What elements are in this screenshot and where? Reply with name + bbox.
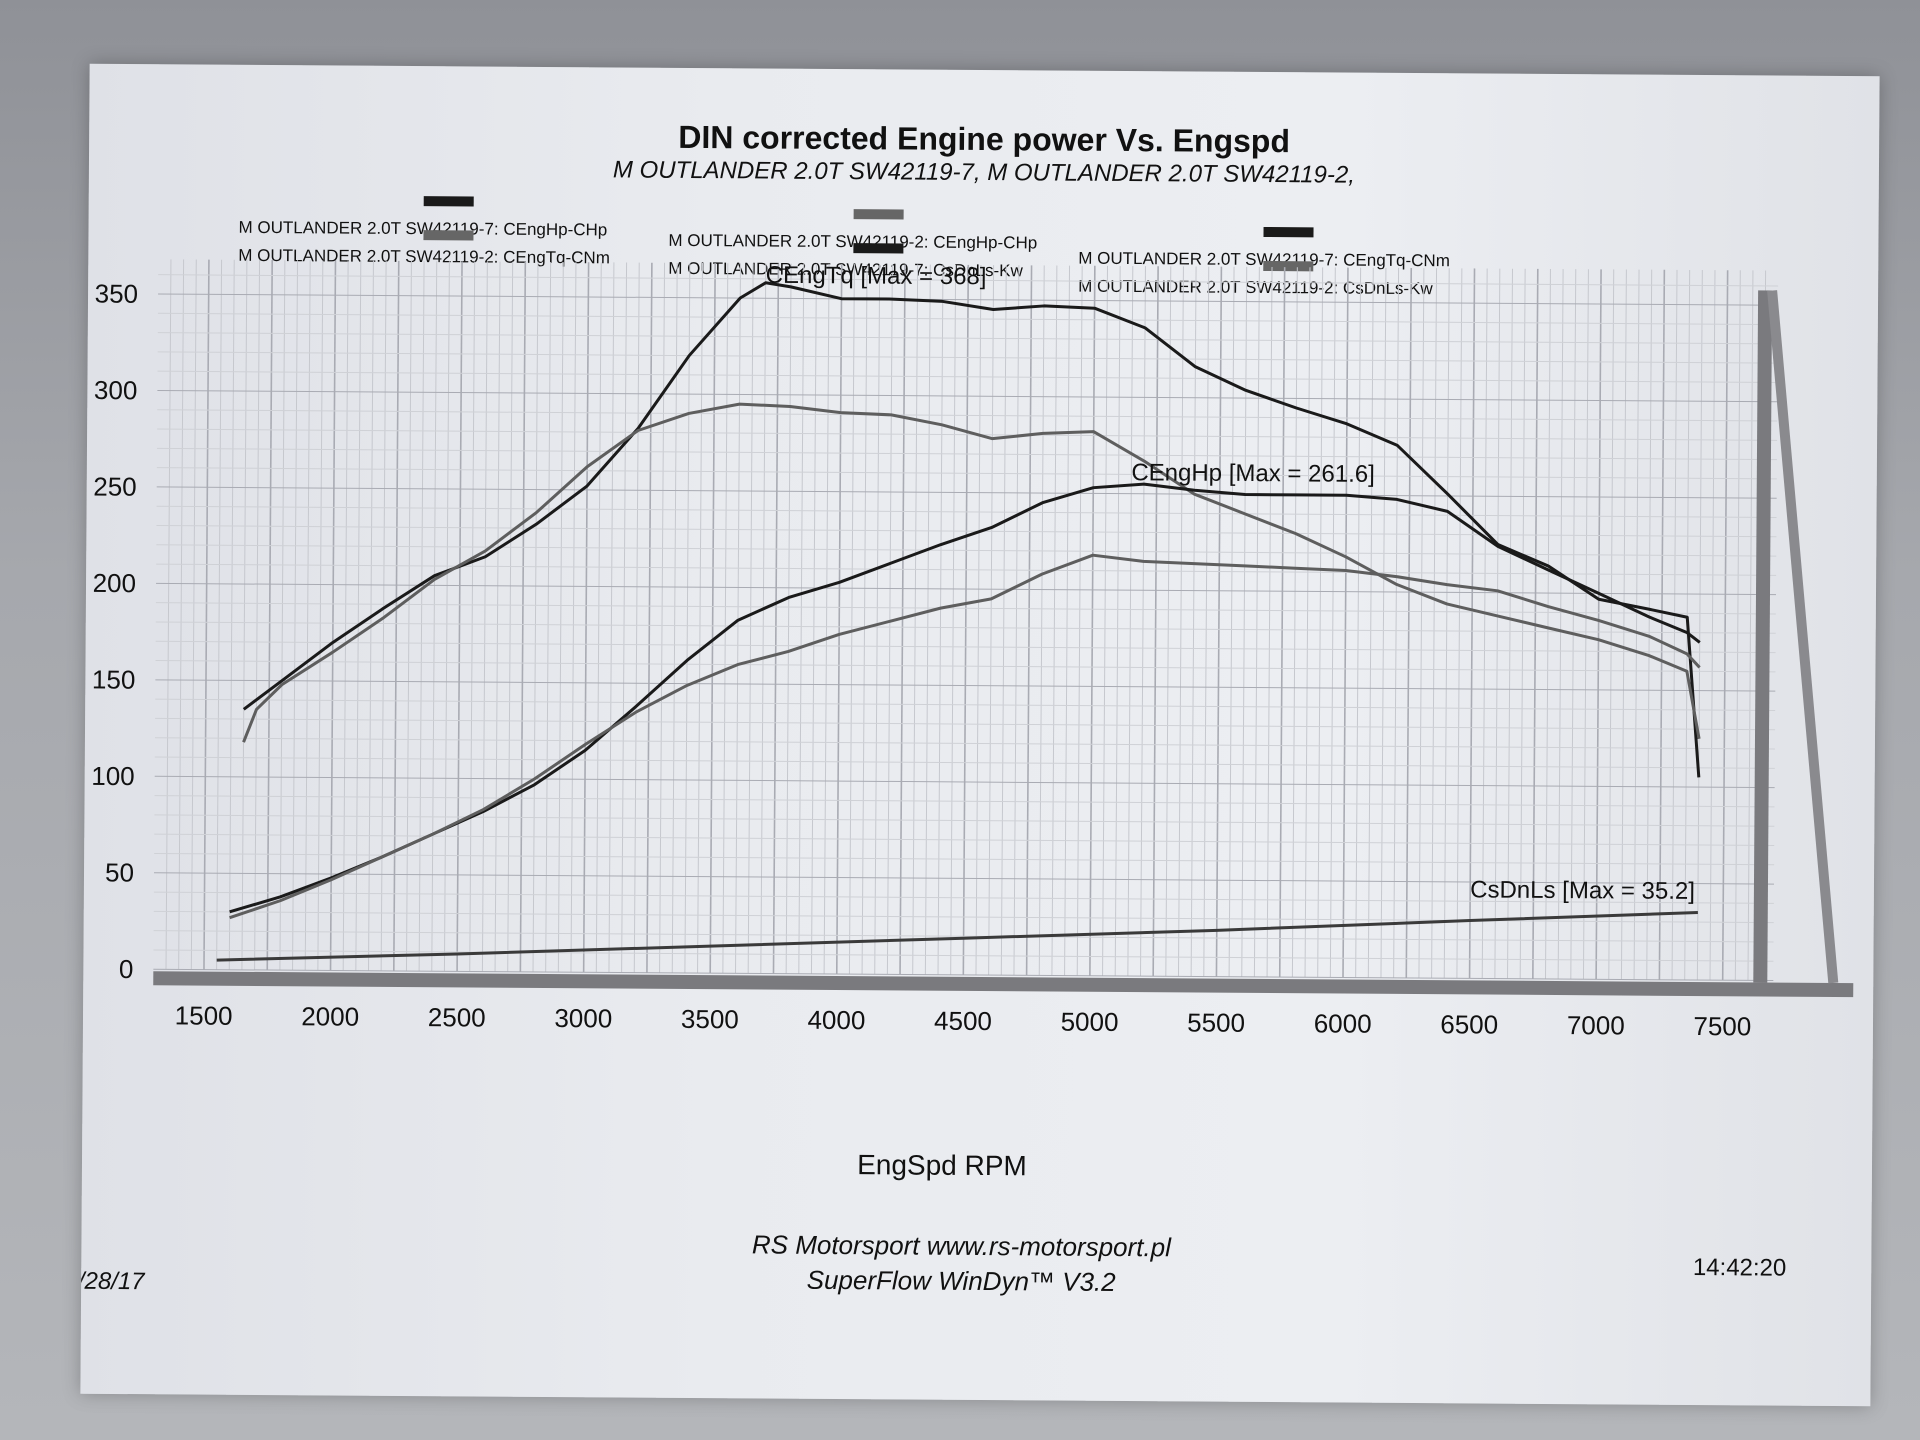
legend-entry: M OUTLANDER 2.0T SW42119-2: CEngTq-CNm bbox=[238, 246, 610, 268]
legend-swatch bbox=[1263, 226, 1314, 238]
legend-entry: M OUTLANDER 2.0T SW42119-7: CEngTq-CNm bbox=[1078, 249, 1450, 271]
series-line-tq2 bbox=[242, 402, 1701, 743]
y-axis-ticks: 0 50 100 150 200 250 300 350 bbox=[91, 279, 139, 985]
footer-software: SuperFlow WinDyn™ V3.2 bbox=[807, 1265, 1117, 1297]
chart-annotations: CEngTq [Max = 368] CEngHp [Max = 261.6] Cs… bbox=[766, 262, 1695, 905]
chart-legend: M OUTLANDER 2.0T SW42119-7: CEngHp-CHp M … bbox=[238, 196, 1450, 298]
y-tick-label: 100 bbox=[91, 761, 135, 791]
x-tick-label: 3500 bbox=[681, 1004, 739, 1034]
series-line-tq7 bbox=[242, 281, 1701, 778]
x-tick-label: 6500 bbox=[1440, 1009, 1498, 1039]
chart-frame bbox=[153, 290, 1854, 998]
x-tick-label: 6000 bbox=[1314, 1008, 1372, 1038]
legend-swatch bbox=[853, 209, 904, 220]
legend-swatch bbox=[1263, 260, 1314, 272]
x-tick-label: 7500 bbox=[1693, 1011, 1751, 1041]
chart-series bbox=[216, 281, 1701, 962]
x-tick-label: 7000 bbox=[1567, 1010, 1625, 1040]
y-tick-label: 0 bbox=[119, 954, 134, 984]
x-tick-label: 4000 bbox=[807, 1005, 865, 1035]
legend-entry: M OUTLANDER 2.0T SW42119-2: CsDnLs-Kw bbox=[1078, 277, 1433, 298]
print-date: 06/28/17 bbox=[80, 1268, 146, 1296]
x-tick-label: 2000 bbox=[301, 1001, 359, 1031]
y-tick-label: 350 bbox=[95, 279, 139, 309]
y-tick-label: 150 bbox=[92, 664, 136, 694]
x-tick-label: 1500 bbox=[175, 1000, 233, 1030]
y-tick-label: 250 bbox=[93, 471, 137, 501]
legend-entry: M OUTLANDER 2.0T SW42119-2: CEngHp-CHp bbox=[668, 231, 1037, 253]
x-axis-label: EngSpd RPM bbox=[857, 1149, 1027, 1181]
legend-entry: M OUTLANDER 2.0T SW42119-7: CsDnLs-Kw bbox=[668, 259, 1023, 280]
y-tick-label: 50 bbox=[105, 857, 134, 887]
footer-company: RS Motorsport www.rs-motorsport.pl bbox=[752, 1229, 1172, 1262]
annotation-label: CEngTq [Max = 368] bbox=[766, 262, 987, 291]
series-line-hp2 bbox=[229, 553, 1701, 920]
x-axis-ticks: 1500 2000 2500 3000 3500 4000 4500 5000 5500 6000… bbox=[175, 1000, 1752, 1041]
annotation-label: CsDnLs [Max = 35.2] bbox=[1470, 876, 1695, 905]
x-tick-label: 2500 bbox=[428, 1002, 486, 1032]
legend-swatch bbox=[853, 243, 904, 254]
chart-grid bbox=[153, 259, 1779, 982]
print-time: 14:42:20 bbox=[1693, 1254, 1787, 1282]
series-line-hp7 bbox=[229, 482, 1701, 914]
y-tick-label: 300 bbox=[94, 375, 138, 405]
x-tick-label: 5500 bbox=[1187, 1007, 1245, 1037]
annotation-label: CEngHp [Max = 261.6] bbox=[1131, 459, 1375, 488]
x-tick-label: 5000 bbox=[1061, 1007, 1119, 1037]
legend-swatch bbox=[423, 230, 474, 241]
dyno-printout-sheet: DIN corrected Engine power Vs. Engspd M … bbox=[80, 63, 1880, 1407]
dyno-chart: DIN corrected Engine power Vs. Engspd M … bbox=[80, 119, 1854, 1297]
x-tick-label: 3000 bbox=[554, 1003, 612, 1033]
legend-swatch bbox=[423, 196, 474, 207]
chart-title: DIN corrected Engine power Vs. Engspd bbox=[678, 119, 1290, 159]
legend-entry: M OUTLANDER 2.0T SW42119-7: CEngHp-CHp bbox=[238, 218, 607, 240]
chart-subtitle: M OUTLANDER 2.0T SW42119-7, M OUTLANDER … bbox=[613, 156, 1355, 188]
series-line-cs bbox=[216, 911, 1698, 962]
x-tick-label: 4500 bbox=[934, 1006, 992, 1036]
y-tick-label: 200 bbox=[93, 568, 137, 598]
